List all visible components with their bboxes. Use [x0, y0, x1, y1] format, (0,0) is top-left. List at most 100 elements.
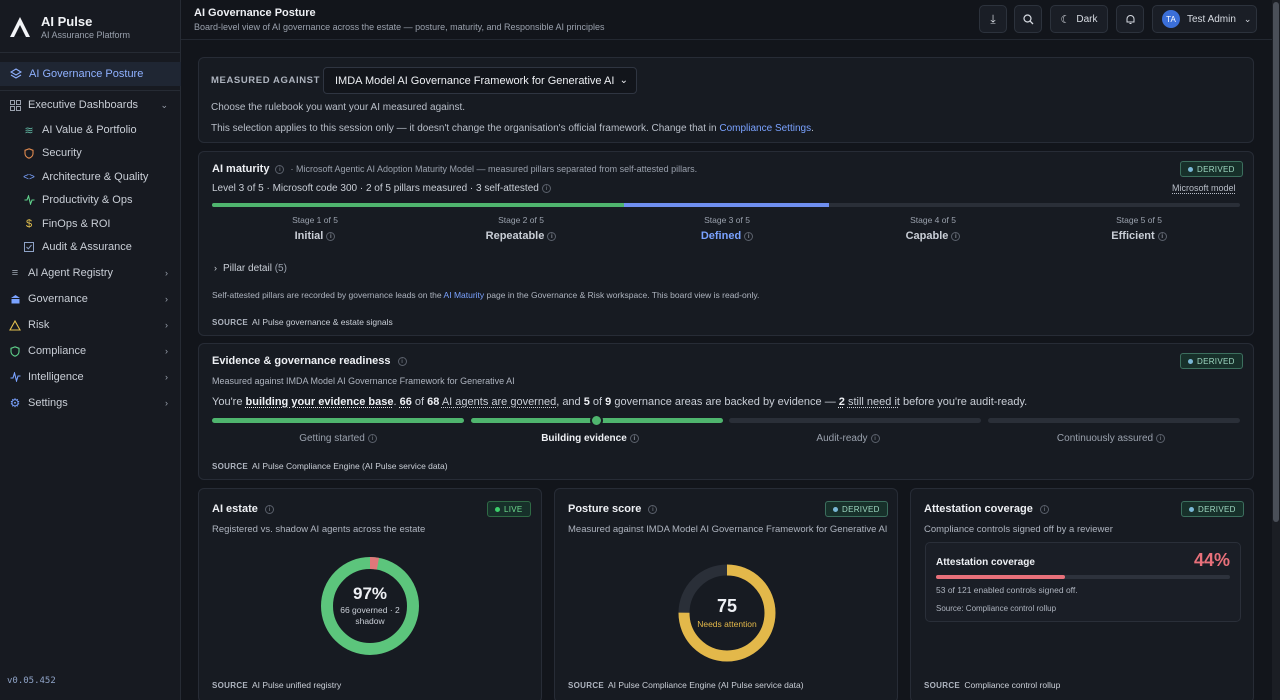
maturity-title: AI maturity	[212, 163, 270, 175]
maturity-progress-measured	[212, 203, 624, 207]
theme-toggle-button[interactable]: ☾ Dark	[1050, 5, 1108, 33]
avatar: TA	[1162, 10, 1180, 28]
pulse-icon	[8, 370, 22, 384]
chevron-right-icon: ›	[165, 346, 168, 356]
layers-icon: ≋	[24, 124, 34, 137]
readiness-label: Getting started i	[212, 433, 464, 444]
nav-ai-agent-registry[interactable]: ≡ AI Agent Registry ›	[0, 261, 181, 285]
stage-efficient[interactable]: Stage 5 of 5 Efficient i	[1036, 215, 1242, 242]
readiness-marker	[590, 414, 603, 427]
nav-architecture-quality[interactable]: <> Architecture & Quality	[0, 165, 181, 189]
info-icon[interactable]: i	[1039, 504, 1049, 514]
top-bar: AI Governance Posture Board-level view o…	[181, 0, 1272, 40]
readiness-segment-continuously-assured	[988, 418, 1240, 423]
microsoft-model-link[interactable]: Microsoft model	[1172, 183, 1236, 193]
maturity-progress-current	[624, 203, 829, 207]
info-icon[interactable]: i	[275, 164, 285, 174]
nav-settings[interactable]: ⚙ Settings ›	[0, 391, 181, 415]
stage-defined[interactable]: Stage 3 of 5 Defined i	[624, 215, 830, 242]
nav-intelligence[interactable]: Intelligence ›	[0, 365, 181, 389]
chevron-right-icon: ›	[165, 294, 168, 304]
posture-description: Measured against IMDA Model AI Governanc…	[568, 524, 888, 535]
chevron-down-icon: ⌄	[1243, 13, 1252, 24]
app-version: v0.05.452	[7, 676, 56, 686]
nav-governance[interactable]: Governance ›	[0, 287, 181, 311]
nav-label: AI Agent Registry	[28, 267, 113, 279]
framework-card: MEASURED AGAINST IMDA Model AI Governanc…	[198, 57, 1254, 143]
attestation-progress-fill	[936, 575, 1066, 579]
framework-help-1: Choose the rulebook you want your AI mea…	[211, 102, 466, 113]
evidence-source: SOURCE AI Pulse Compliance Engine (AI Pu…	[212, 461, 448, 471]
nav-audit-assurance[interactable]: Audit & Assurance	[0, 235, 181, 259]
estate-percent: 97%	[352, 584, 388, 603]
info-icon: i	[744, 231, 754, 241]
notifications-button[interactable]	[1116, 5, 1144, 33]
posture-status: Needs attention	[697, 619, 757, 629]
ai-estate-card: AI estate i LIVE Registered vs. shadow AI…	[198, 488, 542, 700]
layers-icon	[9, 67, 23, 81]
sidebar: AI Pulse AI Assurance Platform AI Govern…	[0, 0, 181, 700]
attestation-description: Compliance controls signed off by a revi…	[924, 524, 1113, 535]
info-icon[interactable]: i	[541, 183, 551, 193]
attestation-coverage-card: Attestation coverage i DERIVED Compliance…	[910, 488, 1254, 700]
nav-label: Governance	[28, 293, 88, 305]
info-icon[interactable]: i	[397, 356, 407, 366]
nav-finops-roi[interactable]: $ FinOps & ROI	[0, 212, 181, 236]
posture-score-value: 75	[716, 596, 738, 616]
download-button[interactable]: ⤓	[979, 5, 1007, 33]
measured-against-label: MEASURED AGAINST	[211, 75, 321, 86]
stage-capable[interactable]: Stage 4 of 5 Capable i	[830, 215, 1036, 242]
pillar-detail-toggle[interactable]: › Pillar detail (5)	[214, 263, 287, 274]
attestation-detail: 53 of 121 enabled controls signed off.	[936, 585, 1078, 595]
nav-ai-governance-posture[interactable]: AI Governance Posture	[0, 62, 181, 86]
readiness-label: Audit-ready i	[722, 433, 974, 444]
nav-label: FinOps & ROI	[42, 218, 111, 230]
info-icon: i	[547, 231, 557, 241]
nav-ai-value-portfolio[interactable]: ≋ AI Value & Portfolio	[0, 118, 181, 142]
estate-source: SOURCE AI Pulse unified registry	[212, 680, 342, 690]
brand[interactable]: AI Pulse AI Assurance Platform	[7, 12, 130, 42]
user-menu-button[interactable]: TA Test Admin ⌄	[1152, 5, 1257, 33]
attestation-panel-title: Attestation coverage	[936, 557, 1035, 568]
nav-executive-dashboards[interactable]: Executive Dashboards ⌄	[0, 93, 181, 117]
shield-icon	[22, 146, 36, 160]
shield-check-icon	[8, 344, 22, 358]
stage-repeatable[interactable]: Stage 2 of 5 Repeatable i	[418, 215, 624, 242]
posture-title: Posture score	[568, 503, 642, 515]
nav-label: AI Governance Posture	[29, 68, 144, 80]
search-button[interactable]	[1014, 5, 1042, 33]
nav-label: Executive Dashboards	[28, 99, 139, 111]
nav-security[interactable]: Security	[0, 141, 181, 165]
page-scrollbar[interactable]	[1272, 0, 1280, 700]
scrollbar-thumb[interactable]	[1273, 2, 1279, 522]
derived-badge: DERIVED	[1180, 353, 1243, 369]
evidence-title: Evidence & governance readiness	[212, 355, 391, 367]
code-icon: <>	[23, 171, 35, 183]
maturity-source: SOURCE AI Pulse governance & estate sign…	[212, 317, 393, 327]
framework-select[interactable]: IMDA Model AI Governance Framework for G…	[323, 67, 637, 94]
nav-risk[interactable]: Risk ›	[0, 313, 181, 337]
nav-productivity-ops[interactable]: Productivity & Ops	[0, 188, 181, 212]
dollar-icon: $	[25, 218, 33, 230]
info-icon[interactable]: i	[264, 504, 274, 514]
page-subtitle: Board-level view of AI governance across…	[194, 22, 605, 32]
page-title: AI Governance Posture	[194, 7, 316, 19]
stage-initial[interactable]: Stage 1 of 5 Initial i	[292, 215, 338, 242]
info-icon[interactable]: i	[648, 504, 658, 514]
bell-icon	[1126, 14, 1134, 24]
nav-label: Security	[42, 147, 82, 159]
estate-donut	[321, 557, 419, 655]
nav-label: Settings	[28, 397, 68, 409]
maturity-description: · Microsoft Agentic AI Adoption Maturity…	[290, 164, 698, 174]
compliance-settings-link[interactable]: Compliance Settings	[719, 123, 812, 134]
nav-compliance[interactable]: Compliance ›	[0, 339, 181, 363]
checklist-icon	[22, 240, 36, 254]
ai-maturity-link[interactable]: AI Maturity	[443, 290, 485, 300]
derived-badge: DERIVED	[1181, 501, 1244, 517]
derived-badge: DERIVED	[1180, 161, 1243, 177]
readiness-label-current: Building evidence i	[464, 433, 716, 444]
ai-maturity-card: AI maturity i · Microsoft Agentic AI Adopt…	[198, 151, 1254, 336]
attestation-percent: 44%	[1193, 550, 1230, 570]
nav-label: AI Value & Portfolio	[42, 124, 137, 136]
maturity-header: AI maturity i · Microsoft Agentic AI Adopt…	[212, 163, 697, 175]
